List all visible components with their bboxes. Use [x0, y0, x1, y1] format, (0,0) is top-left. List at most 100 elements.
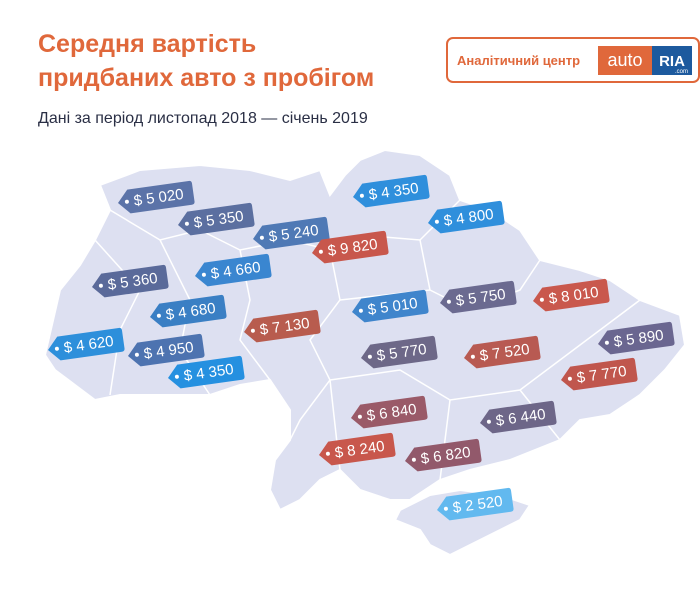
price-tag: $ 5 350: [178, 202, 255, 236]
tag-shape: [128, 333, 205, 367]
tag-price: $ 4 620: [63, 333, 115, 357]
tag-shape: [312, 230, 389, 264]
tag-price: $ 6 840: [366, 401, 418, 425]
logo-ria-box: [652, 46, 692, 75]
brand-logo: Аналітичний центр auto RIA .com: [446, 37, 700, 83]
tag-price: $ 5 770: [376, 341, 428, 365]
tag-hole: [54, 346, 59, 351]
tag-price: $ 8 010: [548, 284, 600, 308]
tag-shape: [464, 335, 541, 369]
tag-shape: [319, 432, 396, 466]
price-tag: $ 9 820: [312, 230, 389, 264]
tag-price: $ 4 350: [368, 180, 420, 204]
tag-shape: [253, 216, 330, 250]
tag-hole: [357, 414, 362, 419]
tag-hole: [184, 221, 189, 226]
tag-hole: [358, 308, 363, 313]
tag-shape: [561, 357, 638, 391]
tag-shape: [195, 253, 272, 287]
tag-hole: [134, 352, 139, 357]
logo-caption: Аналітичний центр: [457, 53, 580, 68]
tag-price: $ 2 520: [452, 493, 504, 517]
tag-hole: [359, 193, 364, 198]
tag-price: $ 6 820: [420, 444, 472, 468]
tag-price: $ 5 890: [613, 327, 665, 351]
logo-auto: auto: [607, 50, 642, 70]
price-tag: $ 5 020: [118, 180, 195, 214]
tag-shape: [440, 280, 517, 314]
tag-shape: [480, 400, 557, 434]
tag-shape: [118, 180, 195, 214]
title-line: Середня вартість: [38, 30, 256, 58]
tag-shape: [361, 335, 438, 369]
tag-shape: [48, 327, 125, 361]
price-tag: $ 4 350: [353, 174, 430, 208]
tag-price: $ 4 800: [443, 206, 495, 230]
price-tag: $ 4 680: [150, 294, 227, 328]
price-tag: $ 7 520: [464, 335, 541, 369]
tag-shape: [533, 278, 610, 312]
price-tag: $ 8 240: [319, 432, 396, 466]
tag-shape: [352, 289, 429, 323]
price-tag: $ 5 010: [352, 289, 429, 323]
tag-hole: [411, 457, 416, 462]
tag-hole: [174, 374, 179, 379]
tag-price: $ 4 950: [143, 339, 195, 363]
price-tag: $ 4 800: [428, 200, 505, 234]
tag-shape: [428, 200, 505, 234]
tag-hole: [446, 299, 451, 304]
tag-hole: [567, 376, 572, 381]
tag-hole: [156, 313, 161, 318]
price-tag: $ 5 750: [440, 280, 517, 314]
tag-shape: [598, 321, 675, 355]
price-tag: $ 4 620: [48, 327, 125, 361]
price-tags: $ 5 020 $ 5 350 $ 5 240 $ 4 350 $ 4 800 $ 9 8…: [48, 174, 675, 521]
tag-price: $ 6 440: [495, 406, 547, 430]
tag-price: $ 5 750: [455, 286, 507, 310]
tag-hole: [470, 354, 475, 359]
tag-shape: [92, 264, 169, 298]
tag-price: $ 4 350: [183, 361, 235, 385]
tag-price: $ 4 660: [210, 259, 262, 283]
tag-hole: [486, 419, 491, 424]
tag-price: $ 5 240: [268, 222, 320, 246]
tag-price: $ 5 350: [193, 208, 245, 232]
tag-hole: [250, 328, 255, 333]
tag-hole: [604, 340, 609, 345]
price-tag: $ 5 240: [253, 216, 330, 250]
tag-hole: [539, 297, 544, 302]
tag-shape: [244, 309, 321, 343]
tag-hole: [201, 272, 206, 277]
tag-hole: [124, 199, 129, 204]
price-tag: $ 6 840: [351, 395, 428, 429]
tag-shape: [353, 174, 430, 208]
price-tag: $ 8 010: [533, 278, 610, 312]
tag-hole: [259, 235, 264, 240]
tag-price: $ 8 240: [334, 438, 386, 462]
tag-hole: [325, 451, 330, 456]
price-tag: $ 6 820: [405, 438, 482, 472]
tag-price: $ 5 360: [107, 270, 159, 294]
tag-price: $ 5 020: [133, 186, 185, 210]
subtitle: Дані за період листопад 2018 — січень 20…: [38, 110, 368, 127]
tag-shape: [150, 294, 227, 328]
tag-price: $ 7 130: [259, 315, 311, 339]
price-tag: $ 4 950: [128, 333, 205, 367]
price-tag: $ 4 660: [195, 253, 272, 287]
price-tag: $ 5 770: [361, 335, 438, 369]
logo-domain: .com: [675, 69, 688, 75]
price-tag: $ 5 360: [92, 264, 169, 298]
price-tag: $ 5 890: [598, 321, 675, 355]
tag-hole: [434, 219, 439, 224]
tag-hole: [98, 283, 103, 288]
tag-price: $ 9 820: [327, 236, 379, 260]
logo-auto-box: [598, 46, 652, 75]
tag-shape: [437, 487, 514, 521]
price-tag: $ 7 130: [244, 309, 321, 343]
price-tag: $ 4 350: [168, 355, 245, 389]
tag-shape: [168, 355, 245, 389]
tag-hole: [443, 506, 448, 511]
tag-shape: [178, 202, 255, 236]
